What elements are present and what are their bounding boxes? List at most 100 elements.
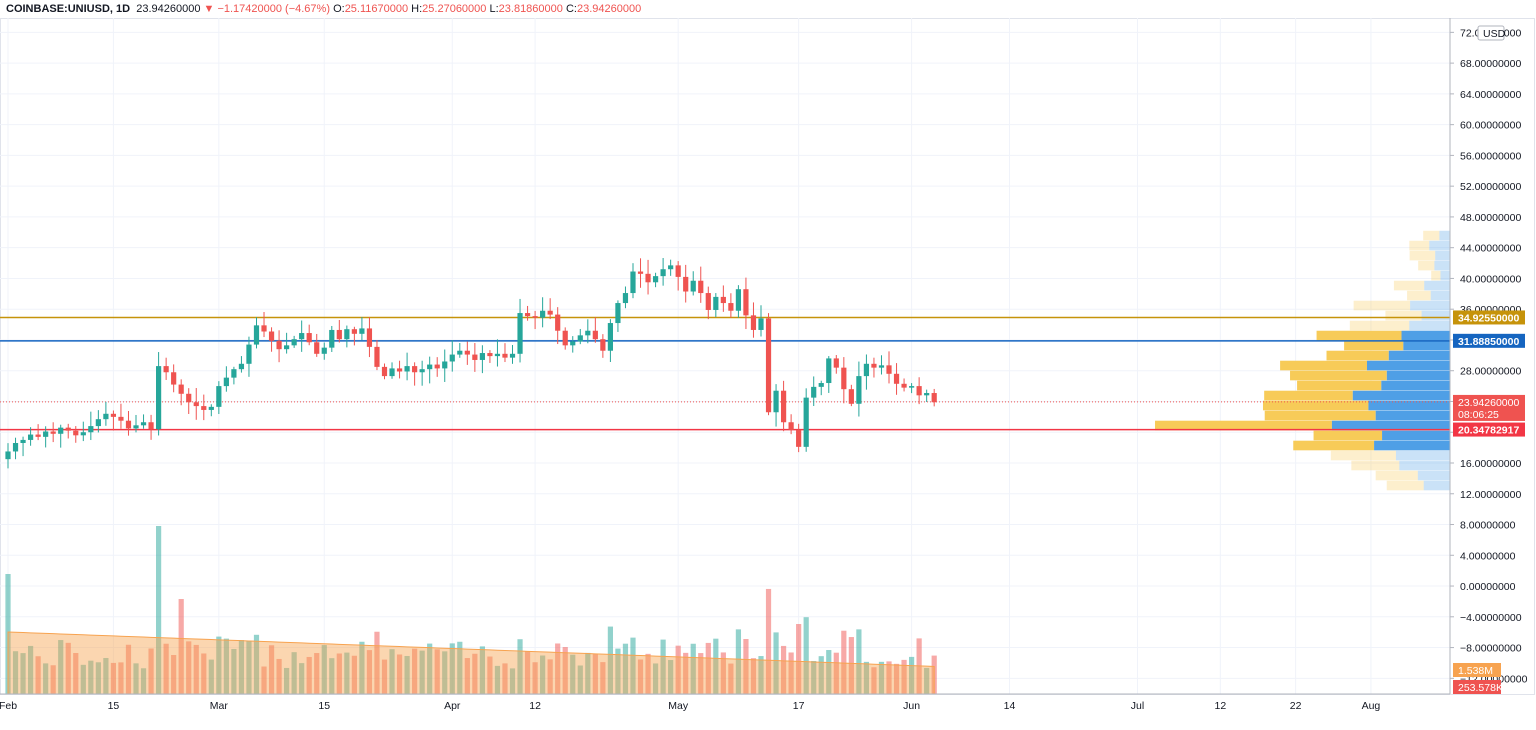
volume-bar (570, 654, 576, 694)
volume-bar (494, 665, 501, 694)
candle-body (758, 318, 764, 330)
profile-down-volume (1382, 430, 1450, 441)
volume-bar (585, 652, 591, 694)
currency-badge (1477, 25, 1505, 41)
price-tick-label: 60.00000000 (1460, 120, 1521, 132)
volume-bar (683, 652, 689, 694)
candle-body (246, 344, 252, 364)
candle-body (577, 335, 583, 342)
profile-up-volume (1293, 440, 1375, 451)
volume-bar (366, 650, 373, 694)
price-tick-label: −8.00000000 (1460, 643, 1522, 655)
volume-bar (110, 662, 117, 694)
volume-bar (118, 662, 124, 694)
candle-body (524, 313, 531, 317)
volume-bar (65, 642, 71, 694)
open-value: 25.11670000 (344, 3, 409, 15)
profile-down-volume (1417, 470, 1450, 481)
candle-body (329, 329, 335, 348)
volume-bar (261, 666, 267, 694)
volume-bar (615, 648, 621, 694)
volume-ma-area (7, 631, 935, 695)
profile-down-volume (1352, 390, 1450, 401)
candle-body (668, 265, 674, 270)
volume-bar (909, 656, 915, 694)
price-tick-label: 44.00000000 (1460, 243, 1521, 255)
candle-body (163, 366, 169, 373)
candle-body (321, 347, 327, 354)
volume-bar (645, 653, 651, 694)
volume-bar (291, 652, 297, 694)
profile-down-volume (1386, 370, 1450, 381)
candle-body (878, 365, 885, 368)
price-tick-label: 48.00000000 (1460, 212, 1521, 224)
candle-body (788, 422, 794, 430)
volume-bar (457, 641, 463, 694)
volume-bar (743, 639, 749, 694)
horizontal-lines (0, 316, 1450, 431)
volume-bar (652, 663, 659, 694)
profile-down-volume (1399, 460, 1450, 471)
profile-down-volume (1410, 300, 1450, 311)
candle-body (20, 439, 26, 444)
profile-up-volume (1264, 410, 1376, 421)
profile-up-volume (1353, 300, 1411, 311)
volume-bar (472, 653, 478, 694)
volume-label: 253.578K (1458, 682, 1503, 694)
line-price-label-bg (1453, 422, 1525, 437)
profile-up-volume (1431, 270, 1441, 281)
volume-bar (826, 650, 832, 694)
candle-body (404, 366, 410, 372)
volume-bar (178, 599, 184, 694)
volume-bar (668, 660, 674, 694)
candle-body (811, 386, 817, 398)
candle-body (140, 422, 147, 426)
volume-bar (622, 643, 629, 694)
volume-bar (562, 647, 568, 694)
volume-bar (592, 654, 598, 694)
candle-body (291, 339, 297, 346)
candle-body (27, 434, 34, 440)
candle-body (705, 293, 711, 310)
candle-body (600, 339, 606, 351)
candle-body (464, 350, 470, 355)
candle-body (509, 353, 516, 358)
volume-bar (924, 667, 930, 694)
candle-body (773, 390, 779, 413)
profile-up-volume (1264, 390, 1353, 401)
line-price-label: 34.92550000 (1458, 312, 1519, 324)
grid (0, 18, 1535, 695)
close-value: 23.94260000 (576, 3, 642, 15)
candle-body (570, 341, 576, 346)
candle-body (306, 333, 312, 343)
volume-bar (773, 632, 779, 694)
volume-bar (788, 652, 794, 694)
price-tick-label: 52.00000000 (1460, 181, 1521, 193)
last-price-label: 23.94260000 (1458, 397, 1519, 409)
volume-bar (276, 658, 282, 694)
candle-body (171, 372, 177, 385)
time-axis[interactable]: Feb 15 Mar 15 Apr 12 May 17 Jun 14 Jul 12 22 Aug (0, 693, 1450, 712)
candle-body (585, 330, 591, 336)
down-arrow-icon: ▼ (203, 3, 215, 15)
volume-bar (344, 652, 350, 694)
candle-body (276, 340, 282, 350)
candle-body (630, 271, 636, 294)
line-price-label-bg (1453, 333, 1525, 348)
price-tick-label: 0.00000000 (1460, 581, 1516, 593)
volume-bar (223, 638, 229, 694)
candle-body (193, 402, 199, 407)
candle-body (73, 430, 79, 436)
candle-body (765, 318, 772, 413)
candle-body (156, 366, 162, 430)
candle-body (698, 280, 704, 294)
volume-bar (95, 662, 101, 694)
candle-body (389, 368, 395, 377)
candle-body (344, 329, 350, 340)
volume-bar (901, 659, 907, 694)
volume-bar (750, 658, 757, 694)
price-axis[interactable]: 72.0000000068.0000000064.0000000060.0000… (1449, 18, 1528, 694)
volume-bar (140, 668, 147, 694)
symbol-name[interactable]: COINBASE:UNIUSD, 1D (6, 3, 131, 15)
